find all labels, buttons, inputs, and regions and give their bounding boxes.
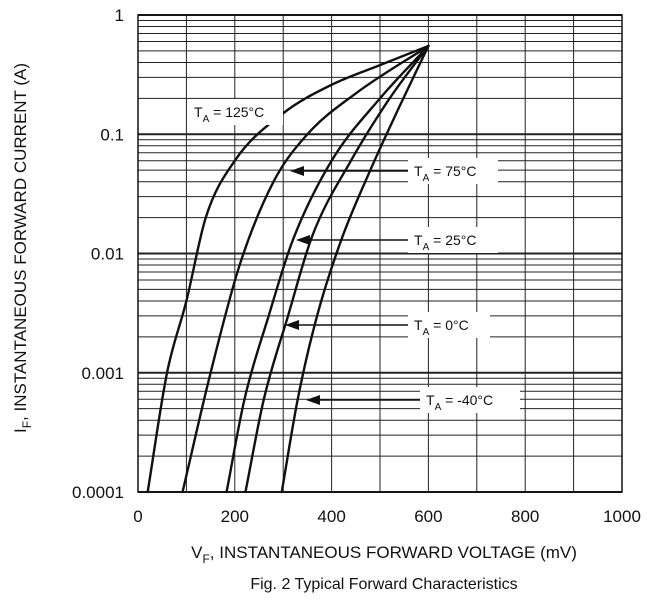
y-tick-label: 0.001 xyxy=(81,364,124,383)
tick-labels: 0 200 400 600 800 1000 1 0.1 0.01 0.001 0.0001 xyxy=(72,6,641,526)
plot-frame xyxy=(137,14,623,493)
x-tick-label: 1000 xyxy=(603,507,641,526)
y-tick-label: 0.01 xyxy=(91,245,124,264)
series-label-text: TA = -40°C xyxy=(426,392,493,413)
x-axis-title-sub: F xyxy=(202,552,209,566)
annotation-box xyxy=(188,99,283,125)
series-label-1: TA = 125°C xyxy=(188,99,283,125)
y-axis-title: IF, INSTANTANEOUS FORWARD CURRENT (A) xyxy=(11,63,34,433)
x-axis-title: VF, INSTANTANEOUS FORWARD VOLTAGE (mV) xyxy=(191,543,577,566)
y-axis-title-rest: , INSTANTANEOUS FORWARD CURRENT (A) xyxy=(11,63,30,421)
y-tick-label: 0.1 xyxy=(100,125,124,144)
annotation-arrow-head xyxy=(306,395,320,405)
x-axis-title-rest: , INSTANTANEOUS FORWARD VOLTAGE (mV) xyxy=(210,543,577,562)
annotation-box xyxy=(408,312,490,338)
x-tick-label: 0 xyxy=(133,507,142,526)
series-label-text: TA = 25°C xyxy=(414,232,476,253)
figure-caption: Fig. 2 Typical Forward Characteristics xyxy=(250,576,517,593)
series-label-5: TA = -40°C xyxy=(306,387,520,413)
series-label-text: TA = 125°C xyxy=(194,104,264,125)
annotation-box xyxy=(408,227,498,253)
annotation-arrow-head xyxy=(290,166,304,176)
x-tick-label: 200 xyxy=(221,507,249,526)
x-axis-title-main: V xyxy=(191,543,203,562)
series-line-1 xyxy=(146,44,430,494)
annotation-arrow-head xyxy=(285,320,299,330)
series-label-3: TA = 25°C xyxy=(296,227,498,253)
y-axis-title-main: I xyxy=(11,428,30,433)
annotations: TA = 125°C TA = 75°C TA = 25°C TA = 0°C TA =… xyxy=(188,99,520,413)
series-label-text: TA = 75°C xyxy=(414,163,476,184)
grid xyxy=(137,14,623,493)
series-label-2: TA = 75°C xyxy=(290,158,498,184)
y-tick-label: 1 xyxy=(115,6,124,25)
y-axis-title-sub: F xyxy=(20,421,34,428)
series-line-4 xyxy=(244,44,430,494)
series-line-3 xyxy=(225,44,430,494)
series-label-text: TA = 0°C xyxy=(414,317,469,338)
annotation-arrow-head xyxy=(296,235,310,245)
x-tick-label: 600 xyxy=(414,507,442,526)
x-tick-label: 400 xyxy=(317,507,345,526)
y-tick-label: 0.0001 xyxy=(72,483,124,502)
annotation-box xyxy=(420,387,520,413)
annotation-box xyxy=(408,158,498,184)
x-tick-label: 800 xyxy=(511,507,539,526)
series-line-2 xyxy=(181,44,430,494)
series-label-4: TA = 0°C xyxy=(285,312,490,338)
